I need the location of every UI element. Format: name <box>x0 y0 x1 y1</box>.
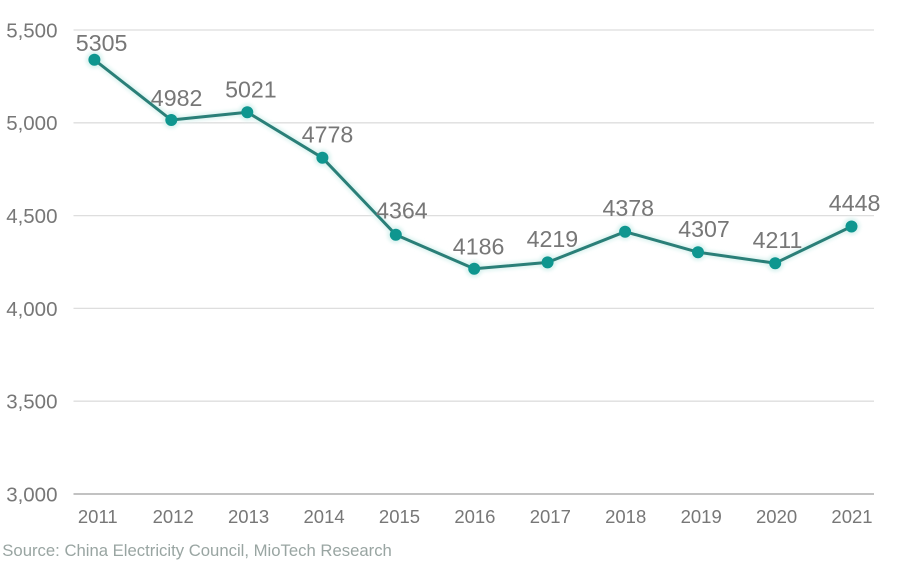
svg-text:2011: 2011 <box>78 506 118 527</box>
svg-text:5,500: 5,500 <box>6 19 57 42</box>
svg-text:4211: 4211 <box>753 227 803 253</box>
svg-text:2016: 2016 <box>454 506 495 527</box>
svg-text:5,000: 5,000 <box>6 112 57 135</box>
svg-text:4448: 4448 <box>829 190 881 216</box>
svg-text:4982: 4982 <box>151 85 203 111</box>
svg-text:4,000: 4,000 <box>6 298 57 321</box>
svg-text:4,500: 4,500 <box>6 205 57 228</box>
svg-text:5021: 5021 <box>225 77 277 103</box>
svg-text:2017: 2017 <box>530 506 571 527</box>
svg-text:2020: 2020 <box>756 506 797 527</box>
svg-text:3,500: 3,500 <box>6 391 57 414</box>
svg-text:4364: 4364 <box>376 198 428 224</box>
svg-text:4778: 4778 <box>302 122 354 148</box>
svg-text:4307: 4307 <box>678 216 730 242</box>
svg-text:Source: China Electricity Coun: Source: China Electricity Council, MioTe… <box>2 541 392 560</box>
svg-text:2021: 2021 <box>831 506 872 527</box>
svg-text:2012: 2012 <box>153 506 194 527</box>
svg-text:2013: 2013 <box>228 506 269 527</box>
svg-text:4219: 4219 <box>527 226 579 252</box>
svg-text:5305: 5305 <box>76 30 128 56</box>
svg-text:2018: 2018 <box>605 506 646 527</box>
svg-text:3,000: 3,000 <box>6 483 57 506</box>
svg-text:2015: 2015 <box>379 506 420 527</box>
svg-text:4378: 4378 <box>603 195 655 221</box>
svg-text:2014: 2014 <box>304 506 345 527</box>
svg-text:4186: 4186 <box>453 233 505 259</box>
svg-text:2019: 2019 <box>681 506 722 527</box>
